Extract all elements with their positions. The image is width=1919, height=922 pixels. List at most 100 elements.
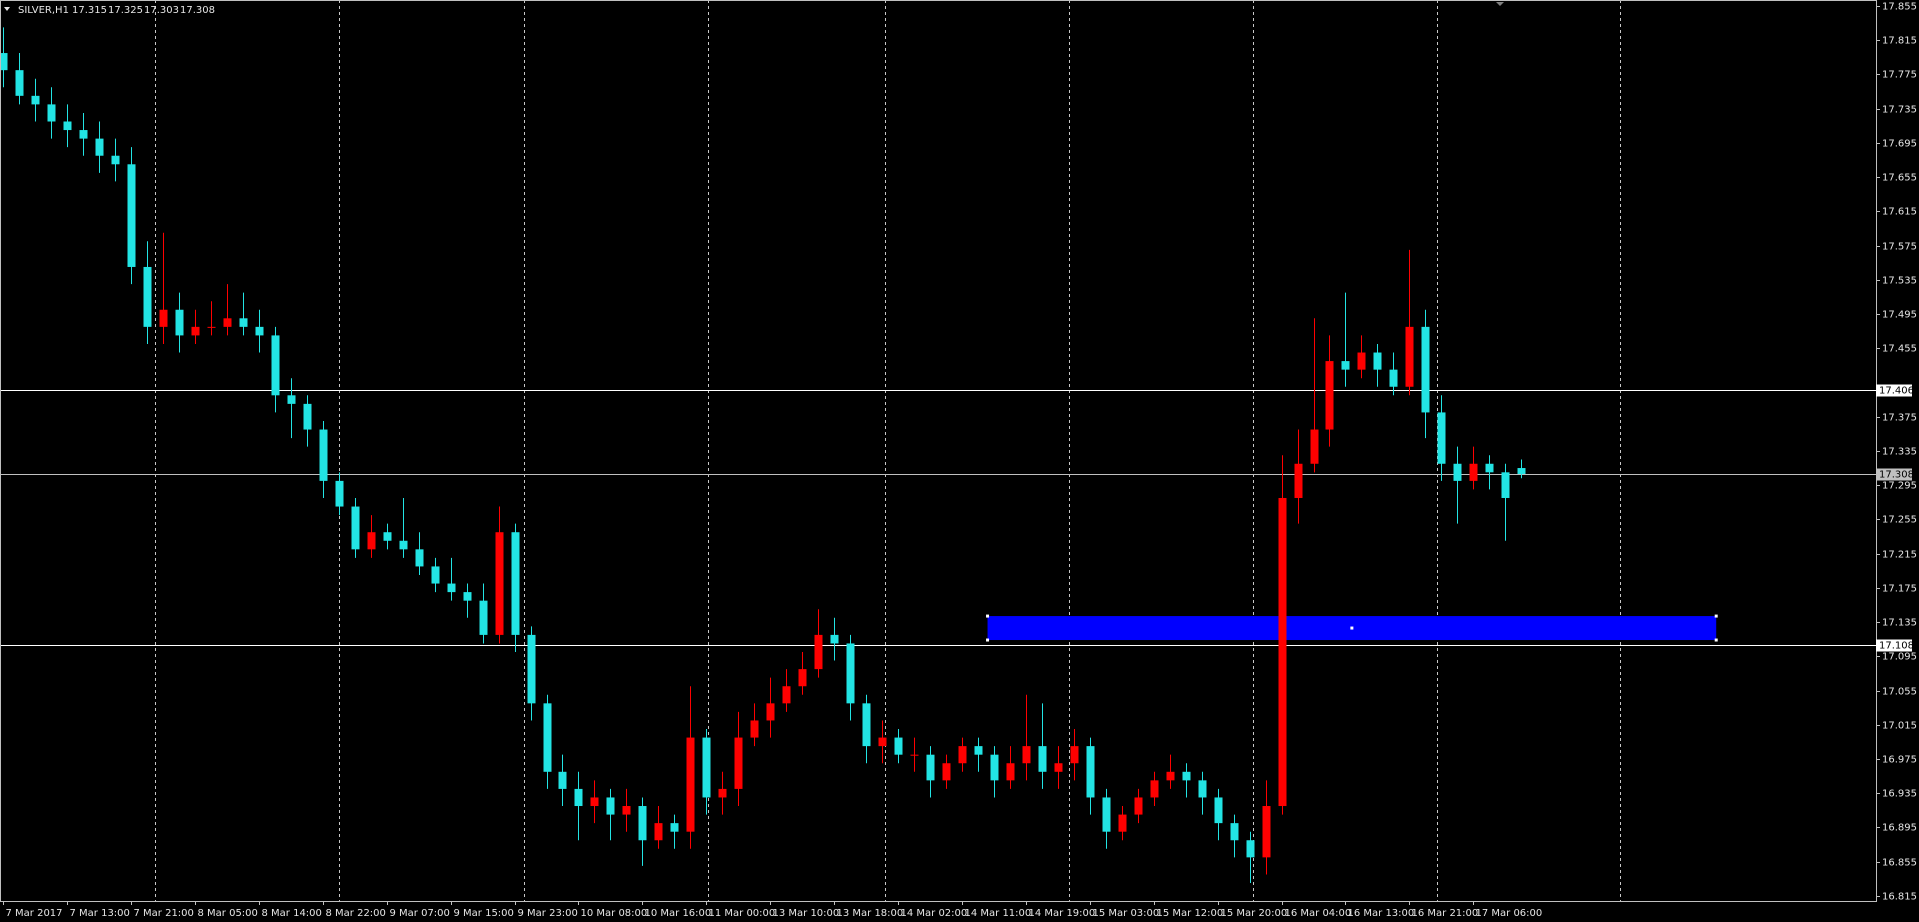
candle-body [239, 318, 248, 327]
candle-body [1485, 463, 1494, 473]
candle-body [447, 583, 456, 593]
x-tick-label: 7 Mar 2017 [6, 908, 63, 919]
y-tick-label: 16.975 [1882, 755, 1917, 766]
objects-layer [0, 390, 1876, 646]
y-tick-label: 17.815 [1882, 36, 1917, 47]
shift-marker[interactable] [1496, 2, 1504, 6]
candle-body [894, 737, 903, 755]
candle-body [383, 532, 392, 541]
grid-layer [155, 0, 1621, 901]
candle-body [63, 121, 72, 131]
candle-body [399, 540, 408, 550]
y-tick-label: 17.655 [1882, 173, 1917, 184]
price-label: 17.308 [1879, 470, 1914, 481]
x-tick-label: 16 Mar 04:00 [1285, 908, 1352, 919]
x-tick-label: 10 Mar 16:00 [645, 908, 712, 919]
x-tick-label: 13 Mar 10:00 [773, 908, 840, 919]
candle-body [351, 506, 360, 550]
candle-body [1134, 797, 1143, 815]
anchor-point [986, 638, 990, 642]
anchor-point [1714, 638, 1718, 642]
x-tick-label: 16 Mar 13:00 [1348, 908, 1415, 919]
candle-body [31, 95, 40, 105]
x-tick-label: 15 Mar 12:00 [1157, 908, 1224, 919]
y-tick-label: 17.495 [1882, 310, 1917, 321]
candle-body [766, 703, 775, 721]
y-tick-label: 17.335 [1882, 447, 1917, 458]
x-tick-label: 7 Mar 21:00 [134, 908, 194, 919]
candle-body [990, 754, 999, 781]
menu-triangle[interactable] [4, 7, 10, 11]
y-tick-label: 17.175 [1882, 584, 1917, 595]
candle-body [47, 104, 56, 122]
y-tick-label: 17.855 [1882, 2, 1917, 13]
candle-body [1006, 763, 1015, 781]
y-tick-label: 17.535 [1882, 276, 1917, 287]
x-tick-label: 14 Mar 11:00 [965, 908, 1032, 919]
candle-body [1310, 429, 1319, 464]
price-label: 17.406 [1879, 386, 1914, 397]
candle-body [686, 737, 695, 832]
y-tick-label: 17.295 [1882, 481, 1917, 492]
candle-body [782, 686, 791, 704]
close-value: 17.308 [180, 5, 215, 16]
candle-body [1501, 472, 1510, 498]
y-tick-label: 17.455 [1882, 344, 1917, 355]
candle-body [558, 771, 567, 789]
candle-body [207, 326, 216, 328]
candle-body [143, 266, 152, 327]
candle-body [1102, 797, 1111, 832]
y-tick-label: 16.815 [1882, 892, 1917, 903]
candle-body [830, 634, 839, 644]
y-tick-label: 16.855 [1882, 858, 1917, 869]
candle-body [910, 754, 919, 756]
candle-body [1262, 806, 1271, 858]
candle-body [527, 634, 536, 704]
candle-body [1150, 780, 1159, 798]
candle-body [606, 797, 615, 815]
candle-body [127, 164, 136, 267]
candle-body [111, 155, 120, 165]
candle-body [1246, 840, 1255, 858]
candle-body [638, 806, 647, 841]
candles-layer [0, 27, 1526, 884]
candle-body [543, 703, 552, 772]
candle-body [1517, 468, 1526, 475]
candle-body [974, 746, 983, 755]
x-tick-label: 9 Mar 23:00 [518, 908, 578, 919]
candle-body [1389, 369, 1398, 387]
candle-body [622, 806, 631, 815]
y-tick-label: 17.375 [1882, 413, 1917, 424]
candle-body [1341, 361, 1350, 370]
candle-body [1054, 763, 1063, 772]
price-label-box [1876, 639, 1912, 652]
low-value: 17.303 [144, 5, 179, 16]
candle-body [942, 763, 951, 781]
y-tick-label: 17.255 [1882, 515, 1917, 526]
candle-body [1469, 463, 1478, 481]
y-tick-label: 17.015 [1882, 721, 1917, 732]
candle-body [415, 549, 424, 567]
candle-body [0, 53, 8, 71]
candle-body [1198, 780, 1207, 798]
candle-body [255, 326, 264, 336]
candle-body [718, 788, 727, 798]
open-value: 17.315 [72, 5, 107, 16]
candle-body [750, 720, 759, 738]
candle-body [670, 823, 679, 832]
candle-body [1214, 797, 1223, 824]
candle-body [271, 335, 280, 396]
y-tick-label: 16.895 [1882, 823, 1917, 834]
y-tick-label: 17.695 [1882, 139, 1917, 150]
candle-body [1453, 463, 1462, 481]
candle-body [878, 737, 887, 747]
anchor-point [1714, 614, 1718, 618]
x-tick-label: 16 Mar 21:00 [1412, 908, 1479, 919]
x-tick-label: 14 Mar 02:00 [901, 908, 968, 919]
x-tick-label: 8 Mar 14:00 [262, 908, 322, 919]
y-tick-label: 17.775 [1882, 70, 1917, 81]
candle-body [319, 429, 328, 481]
candle-body [175, 309, 184, 336]
x-tick-label: 9 Mar 07:00 [390, 908, 450, 919]
